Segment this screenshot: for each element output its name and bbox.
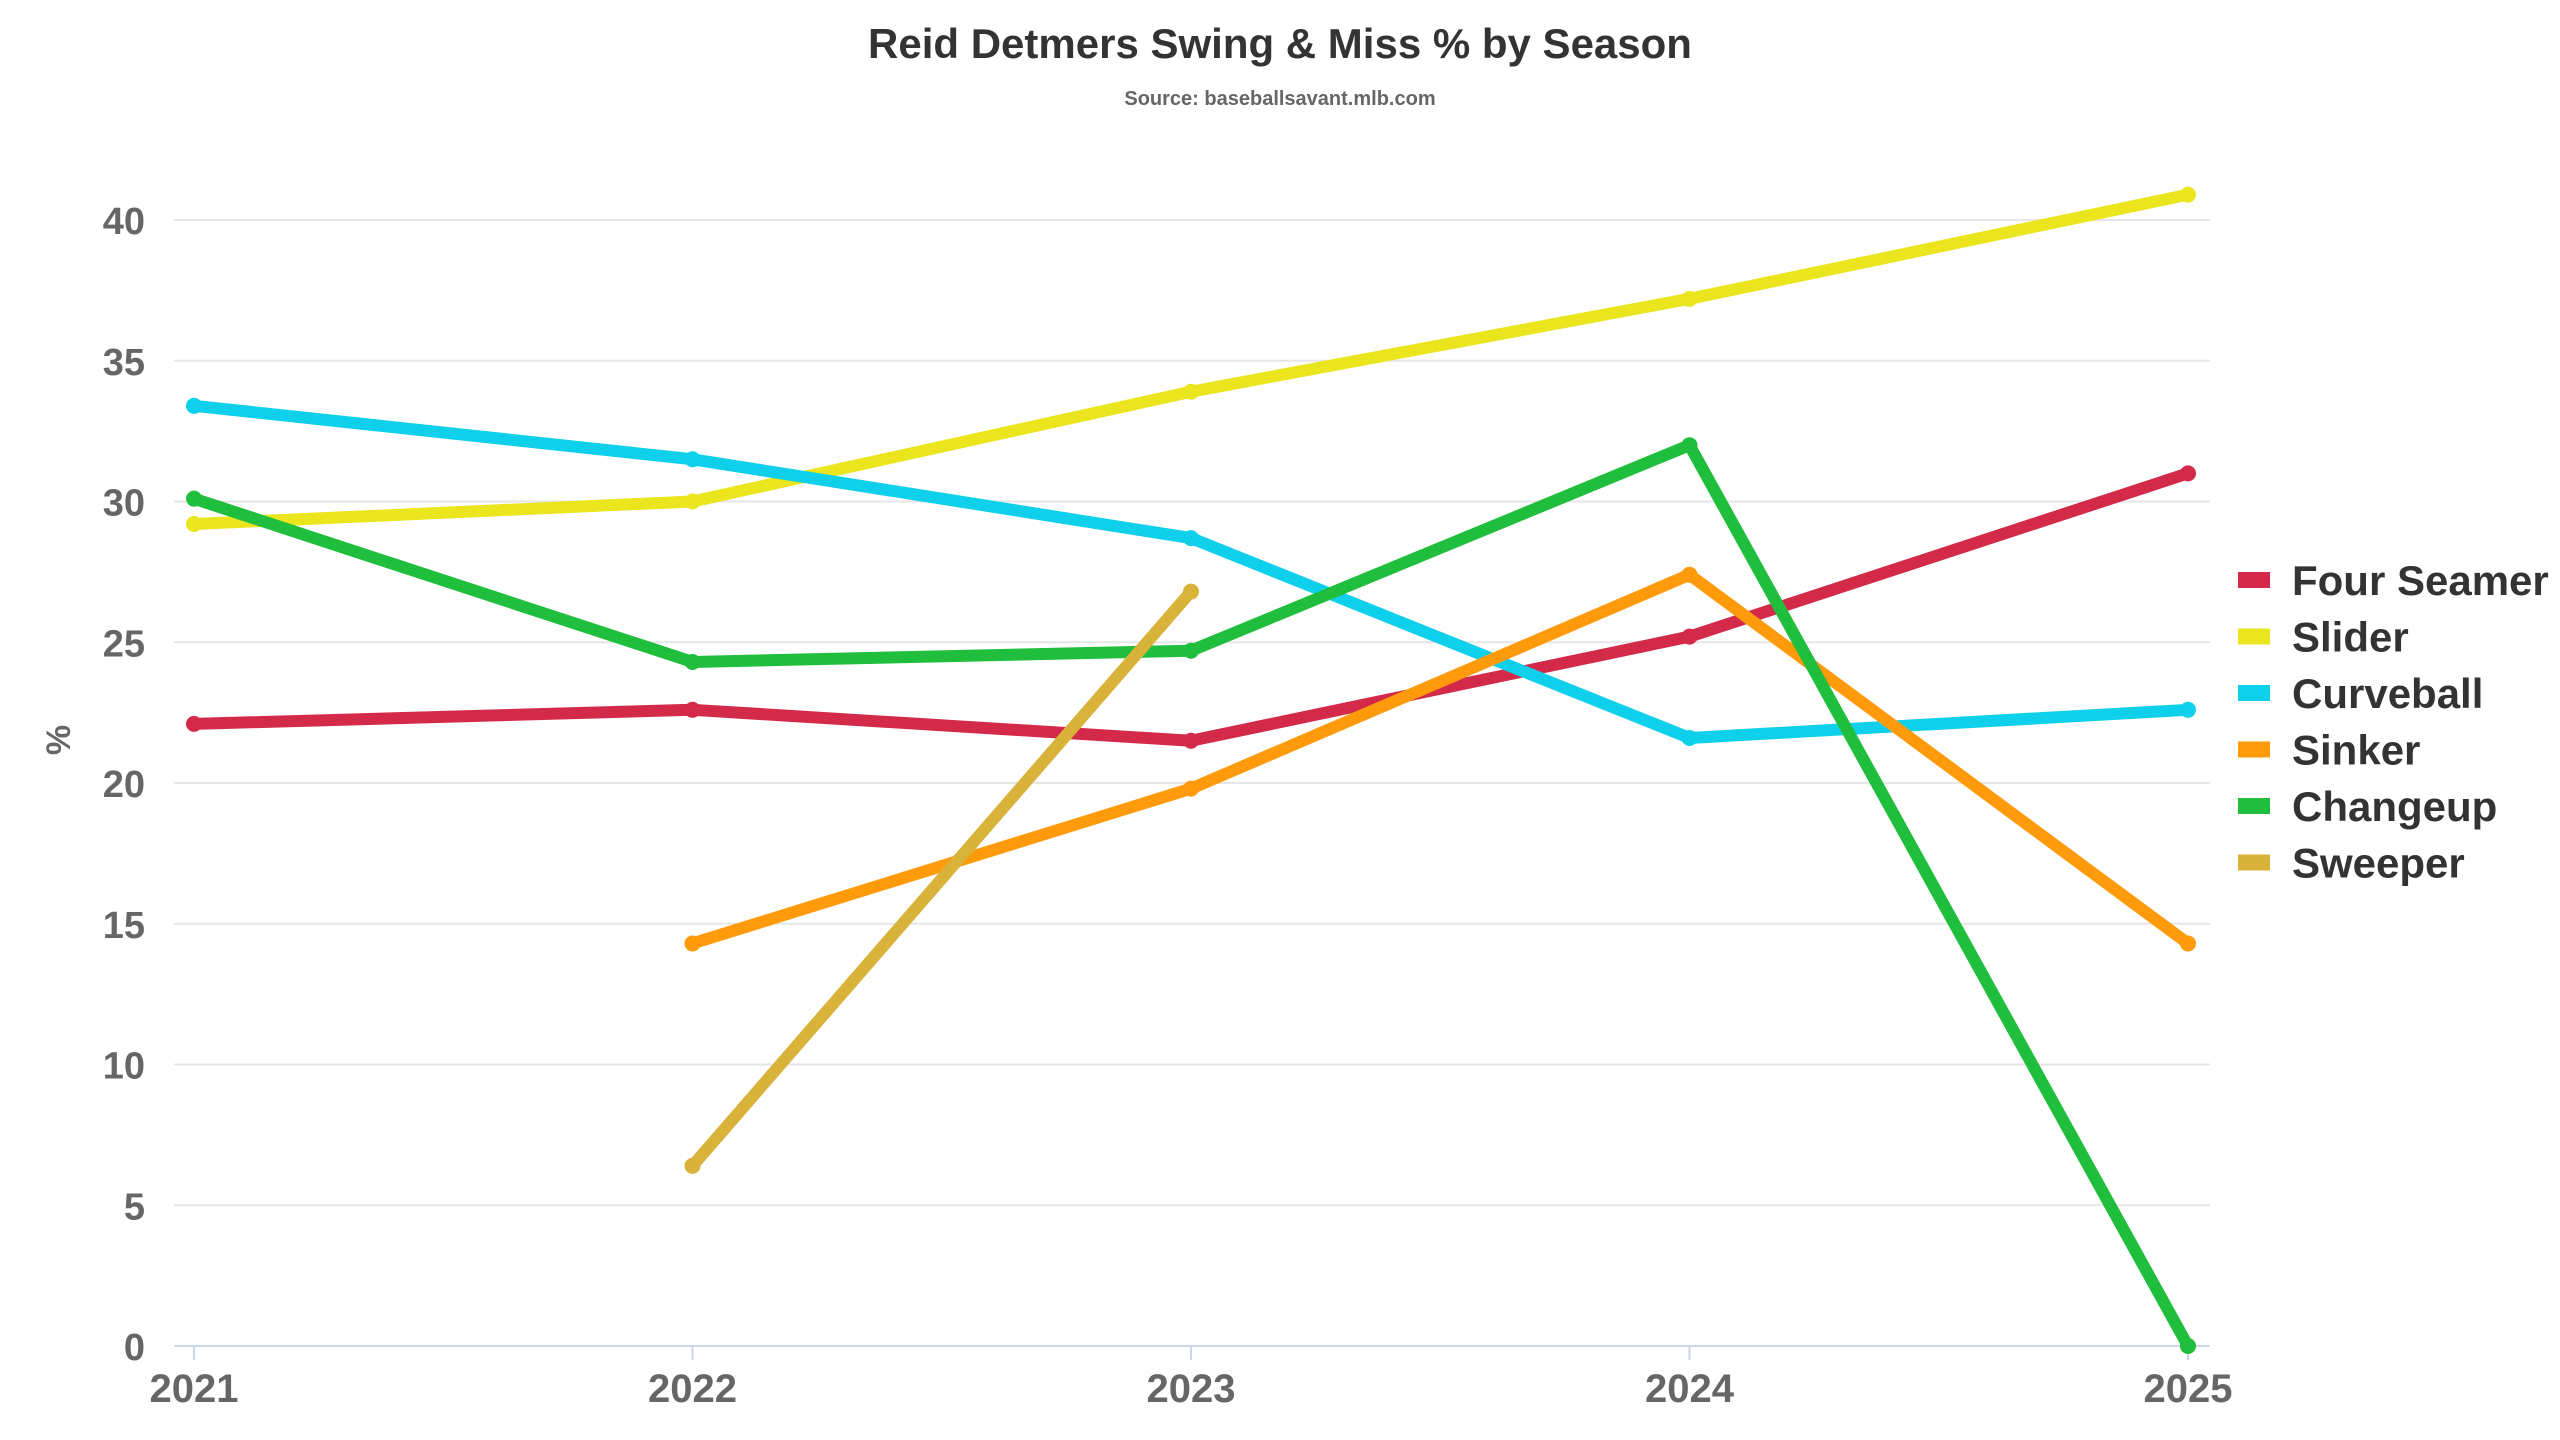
data-point[interactable] xyxy=(186,490,202,507)
data-point[interactable] xyxy=(2180,935,2196,952)
data-point[interactable] xyxy=(1681,437,1698,454)
legend-label: Slider xyxy=(2292,614,2409,661)
x-tick-label: 2021 xyxy=(150,1367,239,1411)
data-point[interactable] xyxy=(1183,583,1199,600)
data-point[interactable] xyxy=(684,935,701,952)
x-tick-label: 2023 xyxy=(1147,1367,1236,1411)
series-sweeper xyxy=(684,583,1199,1174)
legend-item[interactable]: Sinker xyxy=(2238,727,2420,774)
x-tick-label: 2024 xyxy=(1645,1367,1735,1411)
data-point[interactable] xyxy=(2180,186,2196,203)
legend-item[interactable]: Slider xyxy=(2238,614,2409,661)
y-tick-label: 15 xyxy=(103,905,145,947)
legend-label: Sweeper xyxy=(2292,840,2465,887)
y-tick-label: 40 xyxy=(103,201,145,243)
series-line xyxy=(690,568,2192,950)
y-tick-label: 20 xyxy=(103,764,145,806)
data-point[interactable] xyxy=(1681,729,1698,746)
series-sinker xyxy=(684,566,2196,952)
legend-label: Four Seamer xyxy=(2292,557,2549,604)
series-line xyxy=(192,439,2194,1349)
x-tick-label: 2022 xyxy=(648,1367,737,1411)
series-four-seamer xyxy=(186,465,2196,749)
legend-swatch xyxy=(2238,854,2270,871)
legend-swatch xyxy=(2238,741,2270,758)
data-point[interactable] xyxy=(186,715,202,732)
legend-swatch xyxy=(2238,685,2270,701)
series-changeup xyxy=(186,437,2196,1354)
legend-label: Curveball xyxy=(2292,670,2483,717)
data-point[interactable] xyxy=(1681,628,1698,645)
data-point[interactable] xyxy=(1681,566,1698,583)
data-point[interactable] xyxy=(684,653,701,670)
legend-item[interactable]: Changeup xyxy=(2238,783,2497,830)
series-curveball xyxy=(186,397,2196,746)
y-tick-label: 35 xyxy=(103,342,145,384)
data-point[interactable] xyxy=(684,701,701,718)
y-tick-label: 25 xyxy=(103,623,145,665)
legend-swatch xyxy=(2238,798,2270,814)
series-line xyxy=(193,188,2190,531)
data-point[interactable] xyxy=(684,1157,701,1174)
data-point[interactable] xyxy=(1183,530,1199,547)
data-point[interactable] xyxy=(2180,465,2196,482)
legend-label: Changeup xyxy=(2292,783,2497,830)
legend-item[interactable]: Curveball xyxy=(2238,670,2483,717)
legend-item[interactable]: Sweeper xyxy=(2238,840,2465,887)
data-point[interactable] xyxy=(186,397,202,414)
x-tick-label: 2025 xyxy=(2144,1367,2233,1411)
legend-label: Sinker xyxy=(2292,727,2420,774)
data-point[interactable] xyxy=(684,493,701,510)
y-tick-label: 0 xyxy=(124,1327,145,1369)
legend-item[interactable]: Four Seamer xyxy=(2238,557,2549,604)
chart-subtitle: Source: baseballsavant.mlb.com xyxy=(1124,88,1435,110)
data-point[interactable] xyxy=(186,516,202,533)
legend-swatch xyxy=(2238,572,2270,588)
chart-title: Reid Detmers Swing & Miss % by Season xyxy=(868,20,1692,67)
data-point[interactable] xyxy=(2180,701,2196,718)
series-slider xyxy=(186,186,2196,533)
y-tick-label: 10 xyxy=(103,1046,145,1088)
data-point[interactable] xyxy=(1681,290,1698,307)
data-point[interactable] xyxy=(1183,383,1199,400)
data-point[interactable] xyxy=(1183,642,1199,659)
y-tick-label: 30 xyxy=(103,483,145,525)
data-point[interactable] xyxy=(1183,732,1199,749)
data-point[interactable] xyxy=(1183,780,1199,797)
data-point[interactable] xyxy=(2180,1338,2196,1354)
y-axis-label: % xyxy=(40,725,78,755)
legend-swatch xyxy=(2238,628,2270,645)
data-point[interactable] xyxy=(684,451,701,468)
series-line xyxy=(687,587,1196,1170)
y-tick-label: 5 xyxy=(124,1186,145,1228)
